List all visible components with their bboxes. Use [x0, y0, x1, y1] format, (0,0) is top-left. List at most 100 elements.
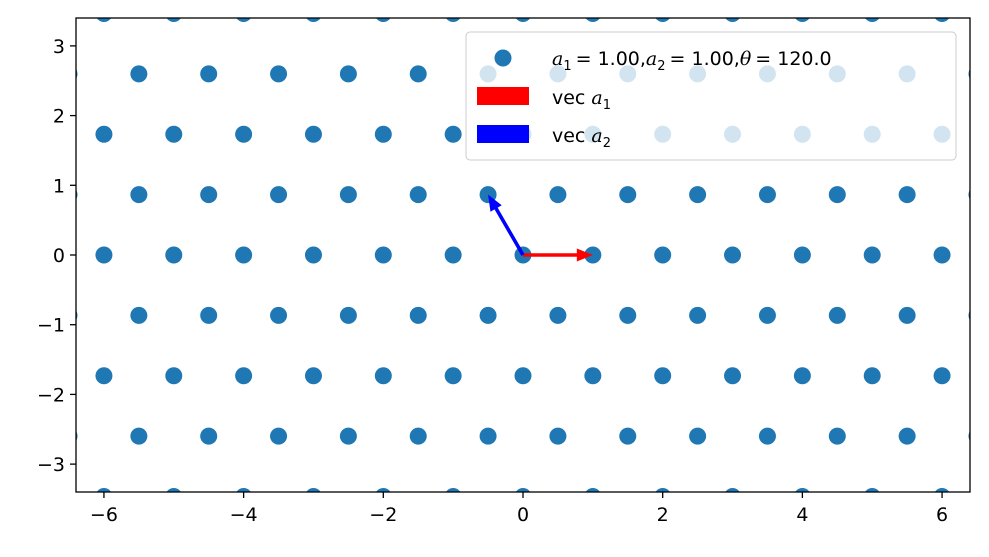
lattice-point — [96, 18, 112, 23]
legend-box — [465, 31, 957, 161]
lattice-point — [689, 186, 707, 204]
lattice-point — [898, 306, 916, 324]
lattice-point — [376, 18, 391, 23]
lattice-point — [863, 367, 881, 385]
lattice-point — [933, 367, 951, 385]
x-tick-label: −2 — [369, 504, 397, 526]
lattice-point — [585, 18, 601, 23]
lattice-point — [828, 186, 846, 204]
x-tick-label: 2 — [657, 504, 669, 526]
lattice-point — [130, 306, 148, 324]
legend-a1-value: = 1.00, — [576, 48, 646, 70]
x-axis-ticks: −6 −4 −2 0 2 4 6 — [90, 492, 948, 526]
lattice-point — [374, 246, 392, 264]
lattice-point — [968, 431, 970, 441]
lattice-point — [236, 18, 251, 23]
y-tick-label: 3 — [53, 36, 65, 58]
lattice-point — [934, 18, 950, 23]
lattice-point — [968, 189, 970, 200]
lattice-point — [200, 65, 218, 83]
legend-theta-symbol: θ — [740, 48, 752, 70]
lattice-point — [655, 487, 670, 492]
lattice-point — [549, 427, 567, 445]
lattice-point — [130, 186, 148, 204]
lattice-point — [96, 487, 112, 492]
lattice-point — [165, 246, 183, 264]
lattice-point — [515, 18, 531, 23]
lattice-point — [166, 487, 182, 492]
y-tick-label: 2 — [53, 106, 65, 128]
legend-a1-subscript: 1 — [563, 59, 571, 74]
lattice-point — [339, 427, 357, 445]
lattice-point — [165, 125, 183, 143]
lattice-point — [933, 246, 951, 264]
lattice-point — [270, 186, 288, 204]
lattice-point — [130, 65, 148, 83]
lattice-point — [758, 306, 776, 324]
legend-label-vec-a2: vec a2 — [552, 125, 611, 151]
lattice-point — [968, 69, 970, 79]
lattice-point — [549, 306, 567, 324]
legend-theta-value: = 120.0 — [755, 48, 831, 70]
lattice-point — [304, 246, 322, 264]
lattice-point — [306, 487, 321, 492]
lattice-point — [236, 487, 251, 492]
y-axis-ticks: −3 −2 −1 0 1 2 3 — [37, 36, 76, 476]
lattice-point — [339, 186, 357, 204]
lattice-point — [304, 125, 322, 143]
vector-arrow-a2 — [488, 194, 525, 256]
lattice-point — [898, 186, 916, 204]
lattice-point — [200, 186, 218, 204]
legend-label-vec-a1: vec a1 — [552, 87, 611, 113]
legend-patch-vec-a1 — [477, 87, 529, 105]
lattice-point — [864, 18, 880, 23]
lattice-point — [584, 367, 602, 385]
lattice-point — [76, 431, 78, 441]
lattice-point — [479, 427, 497, 445]
lattice-point — [619, 427, 637, 445]
lattice-point — [235, 125, 253, 143]
lattice-point — [619, 306, 637, 324]
lattice-point — [795, 487, 810, 492]
lattice-point — [795, 18, 810, 23]
legend-patch-vec-a2 — [477, 125, 529, 143]
lattice-point — [828, 427, 846, 445]
lattice-point — [654, 246, 672, 264]
lattice-point — [374, 367, 392, 385]
y-tick-label: −1 — [37, 315, 65, 337]
legend-a2-symbol: a — [646, 48, 657, 70]
lattice-point — [479, 306, 497, 324]
y-tick-label: −2 — [37, 384, 65, 406]
lattice-point — [235, 367, 253, 385]
lattice-point — [445, 18, 461, 23]
lattice-point — [409, 186, 427, 204]
legend-vec-a1-subscript: 1 — [603, 98, 611, 113]
lattice-point — [409, 427, 427, 445]
lattice-point — [270, 65, 288, 83]
x-tick-label: 0 — [517, 504, 529, 526]
vector-arrow-a1 — [523, 248, 593, 262]
lattice-point — [934, 487, 950, 492]
y-tick-label: 1 — [53, 175, 65, 197]
lattice-point — [270, 427, 288, 445]
lattice-point — [95, 367, 113, 385]
lattice-point — [793, 367, 811, 385]
lattice-point — [339, 65, 357, 83]
legend-label-points: a1 = 1.00,a2 = 1.00,θ = 120.0 — [552, 48, 832, 74]
lattice-point — [828, 306, 846, 324]
lattice-point — [725, 487, 740, 492]
legend-a2-subscript: 2 — [657, 59, 665, 74]
lattice-point — [445, 487, 461, 492]
x-tick-label: −4 — [230, 504, 258, 526]
lattice-point — [655, 18, 670, 23]
lattice-point — [76, 69, 78, 79]
legend-a2-value: = 1.00, — [670, 48, 740, 70]
lattice-point — [514, 367, 532, 385]
lattice-point — [549, 186, 567, 204]
lattice-point — [793, 246, 811, 264]
lattice-point — [95, 246, 113, 264]
lattice-point — [130, 427, 148, 445]
lattice-point — [758, 186, 776, 204]
lattice-point — [200, 427, 218, 445]
lattice-point — [304, 367, 322, 385]
